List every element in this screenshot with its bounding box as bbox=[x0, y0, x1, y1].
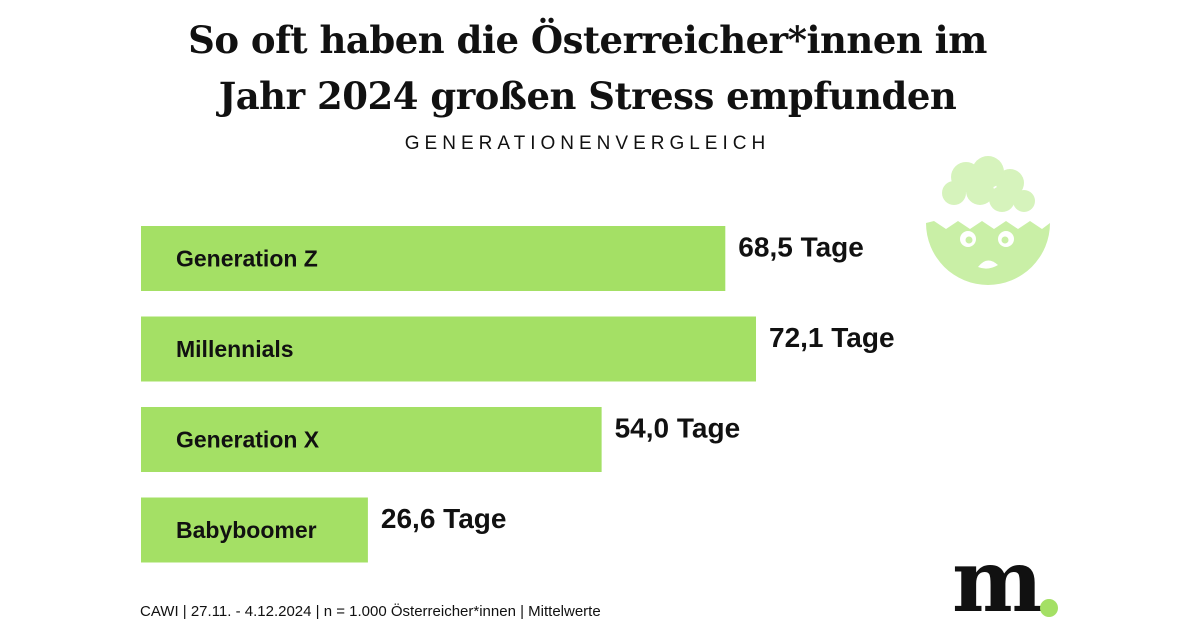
bar-value-label: 72,1 Tage bbox=[769, 322, 895, 353]
bar-category-label: Generation Z bbox=[176, 246, 318, 272]
source-note: CAWI | 27.11. - 4.12.2024 | n = 1.000 Ös… bbox=[140, 603, 601, 620]
bar-category-label: Generation X bbox=[176, 427, 320, 453]
chart-title-line-2: Jahr 2024 großen Stress empfunden bbox=[218, 74, 957, 118]
stressed-face-icon bbox=[926, 156, 1050, 285]
bar-generation-x bbox=[141, 407, 602, 472]
bar-category-label: Babyboomer bbox=[176, 517, 317, 543]
brand-logo-dot bbox=[1040, 599, 1058, 617]
bar-value-label: 54,0 Tage bbox=[615, 413, 741, 444]
bar-babyboomer bbox=[141, 497, 368, 563]
chart-title: So oft haben die Österreicher*innen im J… bbox=[0, 12, 1175, 124]
brand-logo: m bbox=[952, 531, 1062, 632]
bar-value-label: 68,5 Tage bbox=[738, 232, 864, 263]
brand-logo-letter: m bbox=[952, 531, 1043, 632]
bar-category-label: Millennials bbox=[176, 336, 294, 362]
bar-millennials bbox=[141, 316, 757, 382]
bar-generation-z bbox=[141, 226, 726, 291]
bar-value-label: 26,6 Tage bbox=[381, 503, 507, 534]
chart-title-line-1: So oft haben die Österreicher*innen im bbox=[188, 18, 987, 62]
bars-layer: Generation Z 68,5 Tage Millennials 72,1 Tag… bbox=[141, 226, 895, 563]
chart-subtitle: GENERATIONENVERGLEICH bbox=[404, 133, 771, 154]
